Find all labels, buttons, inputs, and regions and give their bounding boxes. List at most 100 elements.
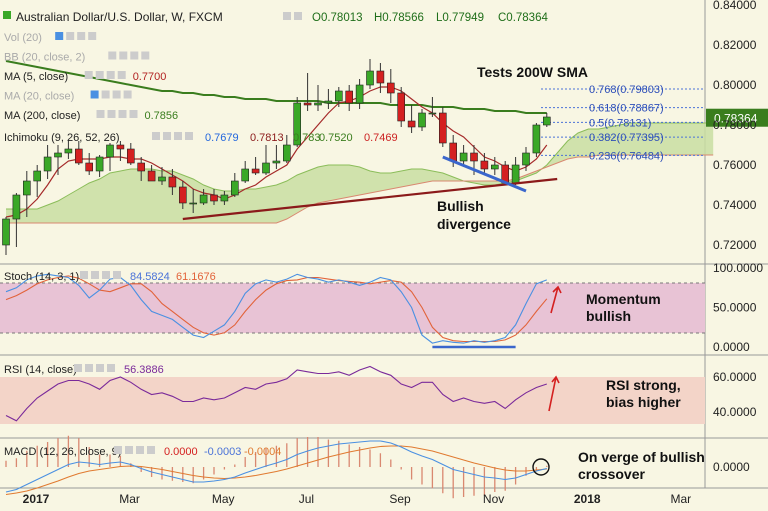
indicator-legend: Vol (20): [4, 32, 42, 44]
arrow-up-icon: [550, 285, 562, 314]
candle: [22, 180, 31, 196]
legend-button-icon: [91, 271, 99, 279]
fib-label: 0.236(0.76484): [589, 150, 664, 162]
add-icon: [112, 90, 121, 99]
candle: [106, 144, 114, 158]
ohlc-low: L0.77949: [436, 12, 484, 24]
annotation-macd: On verge of bullish: [578, 449, 705, 465]
annotation-macd-2: crossover: [578, 466, 645, 482]
close-icon: [129, 110, 138, 118]
candle: [438, 112, 447, 144]
candle: [210, 194, 218, 202]
price-tick: 0.82000: [713, 38, 757, 52]
legend-button-icon: [152, 132, 160, 140]
rsi-line: [5, 365, 547, 422]
time-tick: 2018: [574, 492, 601, 506]
fib-label: 0.5(0.78131): [589, 117, 651, 129]
candle: [2, 218, 10, 246]
candle: [127, 148, 135, 164]
collapse-icon[interactable]: [3, 11, 11, 19]
candle: [158, 176, 166, 182]
annotation-momentum-2: bullish: [586, 308, 631, 324]
candle: [376, 70, 385, 84]
close-icon: [117, 71, 126, 79]
stoch-d-line: [5, 275, 548, 343]
indicator-value: 0.7856: [145, 110, 179, 122]
settings-icon[interactable]: [294, 12, 302, 20]
candle: [345, 90, 354, 104]
eye-icon: [90, 90, 99, 99]
candle: [293, 102, 302, 146]
settings-icon: [107, 110, 116, 118]
legend-button-icon: [107, 364, 115, 372]
price-tick: 0.76000: [713, 158, 757, 172]
candle: [116, 144, 125, 150]
eye-icon[interactable]: [283, 12, 291, 20]
close-icon: [141, 51, 150, 60]
trendline-divergence: [442, 155, 527, 193]
candle: [251, 168, 260, 174]
annotation-rsi-2: bias higher: [606, 394, 681, 410]
annotation-rsi: RSI strong,: [606, 377, 681, 393]
ichimoku-legend: Ichimoku (9, 26, 52, 26): [4, 132, 120, 144]
annotation-divergence: divergence: [437, 216, 511, 232]
panel-legend: RSI (14, close): [4, 364, 77, 376]
time-tick: Nov: [483, 492, 504, 506]
candle: [511, 164, 520, 184]
legend-button-icon: [114, 446, 122, 454]
candle: [189, 202, 197, 205]
eye-icon: [84, 71, 93, 79]
sma200-line: [5, 60, 547, 114]
legend-button-icon: [185, 132, 193, 140]
macd-line: [5, 440, 547, 493]
symbol-title: Australian Dollar/U.S. Dollar, W, FXCM: [16, 10, 223, 24]
indicator-value: 0.7700: [133, 71, 167, 83]
ohlc-high: H0.78566: [374, 12, 424, 24]
candle: [459, 152, 468, 162]
legend-button-icon: [163, 132, 171, 140]
price-tick: 0.72000: [713, 238, 757, 252]
price-tick: 0.74000: [713, 198, 757, 212]
candle: [324, 100, 333, 104]
cloud-span-b: [6, 154, 714, 224]
macd-signal-line: [5, 445, 547, 496]
candle: [480, 160, 489, 170]
candle: [366, 70, 374, 86]
ichimoku-value: 0.783: [293, 132, 321, 144]
legend-button-icon: [125, 446, 133, 454]
legend-button-icon: [113, 271, 121, 279]
panel-legend: MACD (12, 26, close, 9): [4, 446, 121, 458]
close-icon: [88, 32, 97, 40]
panel-value: -0.0003: [204, 446, 241, 458]
time-tick: Mar: [670, 492, 691, 506]
annotation-sma: Tests 200W SMA: [477, 64, 588, 80]
rsi-tick: 60.0000: [713, 370, 757, 384]
arrow-up-icon: [548, 375, 560, 412]
indicator-legend: BB (20, close, 2): [4, 52, 85, 64]
add-icon: [118, 110, 127, 118]
candle: [220, 194, 229, 202]
candle: [282, 144, 291, 162]
legend-button-icon: [74, 364, 82, 372]
candle: [386, 82, 395, 94]
price-tick: 0.78000: [713, 118, 757, 132]
candle: [355, 84, 364, 104]
last-price-label: 0.78364: [714, 112, 758, 126]
candle: [54, 152, 62, 158]
candle: [418, 112, 426, 128]
candle: [75, 148, 83, 164]
rsi-tick: 40.0000: [713, 405, 757, 419]
legend-button-icon: [147, 446, 155, 454]
settings-icon: [66, 32, 75, 40]
settings-icon: [101, 90, 110, 99]
stoch-tick: 0.0000: [713, 340, 750, 354]
candle: [85, 162, 93, 172]
chart-header: Australian Dollar/U.S. Dollar, W, FXCM O…: [3, 10, 548, 24]
time-tick: May: [212, 492, 235, 506]
candle: [522, 152, 530, 166]
legend-button-icon: [96, 364, 104, 372]
time-tick: Jul: [299, 492, 314, 506]
fib-label: 0.618(0.78867): [589, 103, 664, 115]
rsi-band: [0, 377, 705, 424]
